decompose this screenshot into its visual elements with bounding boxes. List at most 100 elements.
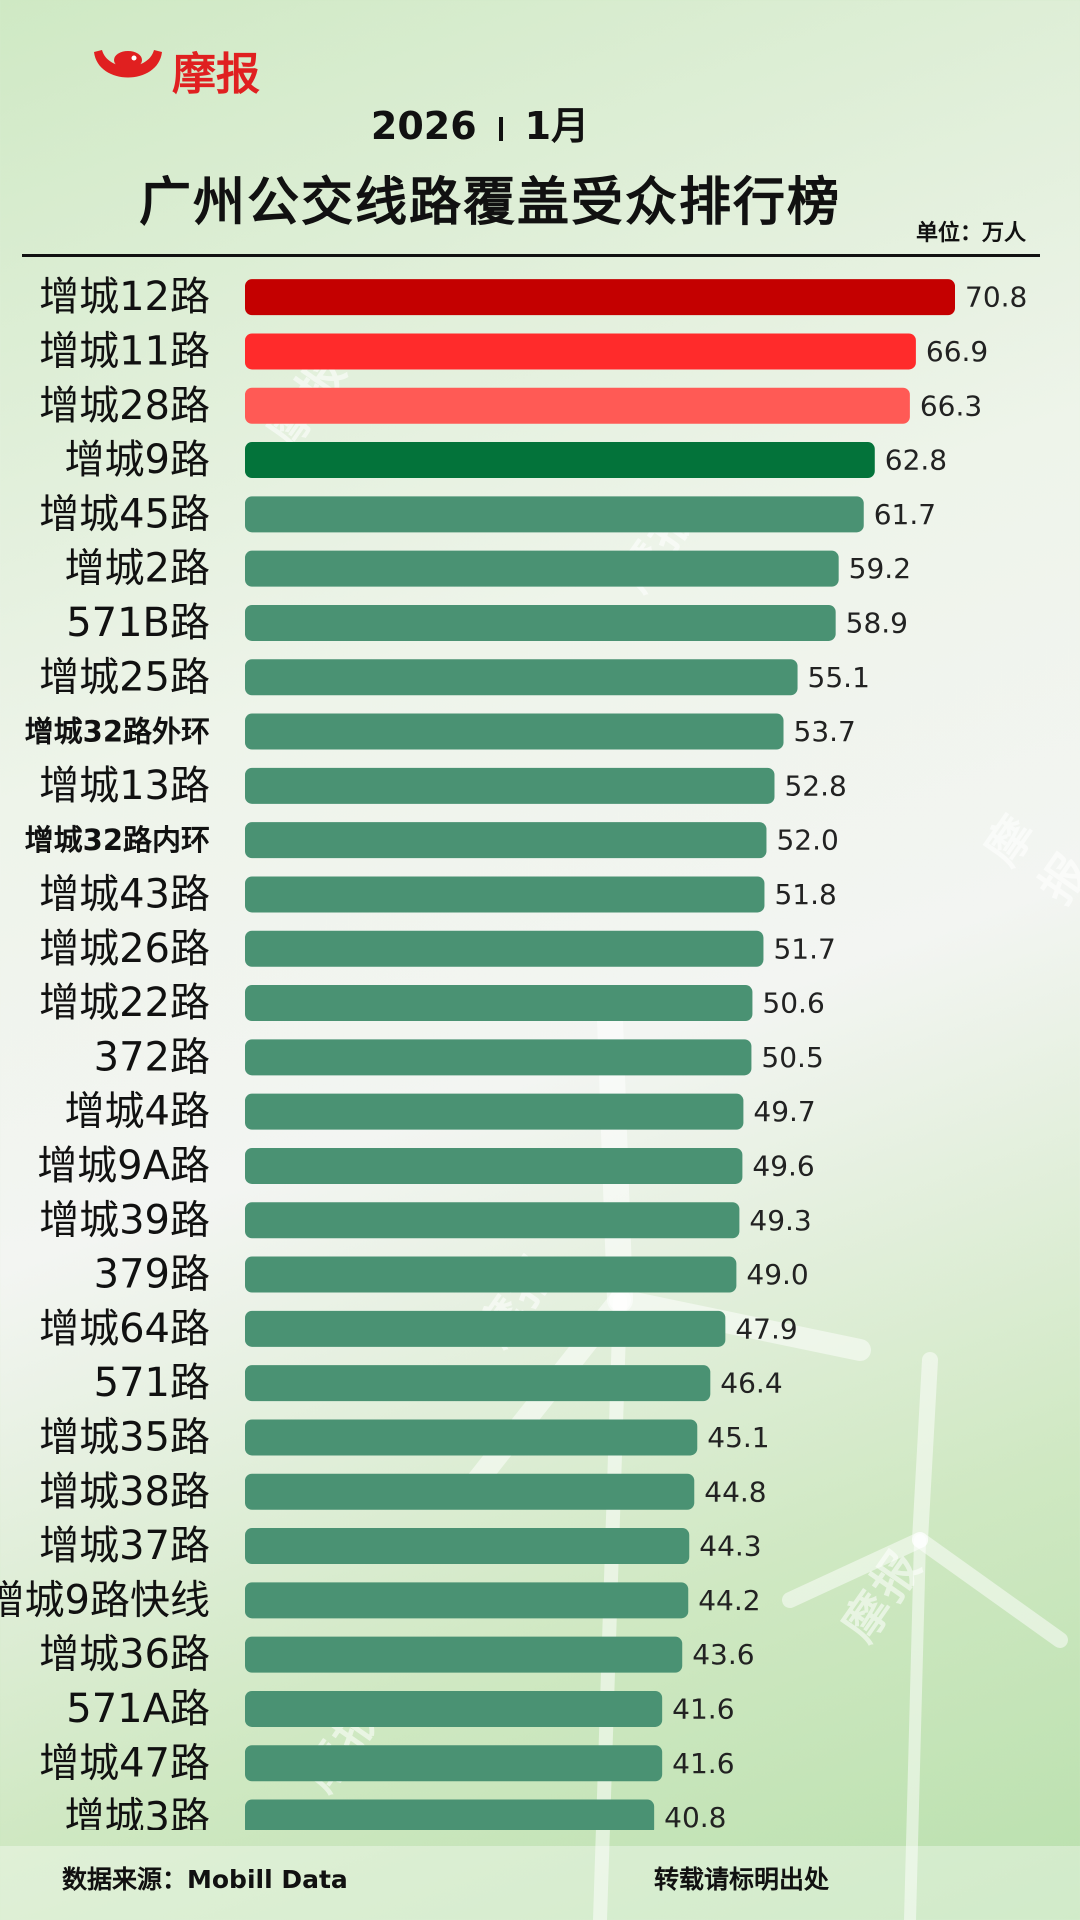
category-label: 增城32路外环 <box>25 715 210 749</box>
bar <box>245 1473 695 1510</box>
value-label: 62.8 <box>885 444 947 477</box>
category-label: 增城4路 <box>65 1089 210 1135</box>
brand-logo: 摩报 <box>88 38 260 102</box>
category-label: 增城45路 <box>39 491 210 537</box>
category-label: 增城2路 <box>65 546 210 592</box>
bar <box>245 1799 655 1830</box>
chart-title: 广州公交线路覆盖受众排行榜 <box>138 173 841 233</box>
value-label: 49.0 <box>746 1258 808 1291</box>
copyright-note: 转载请标明出处 <box>654 1865 830 1894</box>
category-label: 增城43路 <box>39 871 210 917</box>
date-line: 2026 1月 <box>0 95 1020 150</box>
category-label: 增城12路 <box>39 274 210 320</box>
bar <box>245 1419 698 1456</box>
category-label: 增城26路 <box>39 926 210 972</box>
title-divider <box>22 254 1040 257</box>
category-label: 增城47路 <box>39 1740 210 1786</box>
category-label: 增城35路 <box>39 1414 210 1460</box>
bar <box>245 930 764 967</box>
bar <box>245 1745 663 1782</box>
value-label: 55.1 <box>808 661 870 694</box>
value-label: 51.7 <box>773 932 835 965</box>
category-label: 增城39路 <box>39 1197 210 1243</box>
bar <box>245 659 798 696</box>
value-label: 41.6 <box>672 1747 734 1780</box>
bar <box>245 496 864 533</box>
value-label: 44.3 <box>699 1530 761 1563</box>
value-label: 45.1 <box>707 1421 769 1454</box>
category-label: 增城32路内环 <box>25 823 210 857</box>
bar <box>245 822 767 859</box>
bar <box>245 876 765 913</box>
value-label: 53.7 <box>794 715 856 748</box>
bar <box>245 1528 690 1565</box>
data-source: 数据来源：Mobill Data <box>62 1865 348 1894</box>
logo-text: 摩报 <box>172 49 260 100</box>
bar <box>245 1690 663 1727</box>
bar <box>245 333 916 370</box>
value-label: 50.5 <box>761 1041 823 1074</box>
category-label: 增城3路 <box>65 1795 210 1830</box>
bar <box>245 713 784 750</box>
value-label: 70.8 <box>965 281 1027 314</box>
bar <box>245 1093 744 1130</box>
value-label: 59.2 <box>849 552 911 585</box>
bar <box>245 604 836 641</box>
fish-logo-icon <box>94 50 162 78</box>
value-label: 50.6 <box>762 987 824 1020</box>
category-label: 571路 <box>94 1360 210 1406</box>
value-label: 49.6 <box>752 1149 814 1182</box>
category-label: 增城22路 <box>39 980 210 1026</box>
footer-band <box>0 1846 1080 1920</box>
bar <box>245 1365 711 1402</box>
unit-label: 单位：万人 <box>915 221 1026 246</box>
value-label: 52.0 <box>776 824 838 857</box>
bar <box>245 1202 740 1239</box>
value-label: 66.9 <box>926 335 988 368</box>
value-label: 52.8 <box>784 769 846 802</box>
category-label: 增城9路快线 <box>0 1577 210 1623</box>
category-label: 增城28路 <box>39 383 210 429</box>
value-label: 49.7 <box>753 1095 815 1128</box>
value-label: 66.3 <box>920 389 982 422</box>
category-label: 增城13路 <box>39 763 210 809</box>
value-label: 40.8 <box>664 1801 726 1830</box>
category-label: 增城38路 <box>39 1469 210 1515</box>
category-label: 增城37路 <box>39 1523 210 1569</box>
value-label: 58.9 <box>846 606 908 639</box>
category-label: 增城9A路 <box>37 1143 210 1189</box>
value-label: 46.4 <box>720 1367 782 1400</box>
bar <box>245 1039 752 1076</box>
separator <box>498 116 503 141</box>
category-label: 增城11路 <box>39 328 210 374</box>
bar <box>245 442 875 479</box>
bar <box>245 550 839 587</box>
category-label: 增城36路 <box>39 1632 210 1678</box>
category-label: 增城25路 <box>39 654 210 700</box>
value-label: 44.8 <box>704 1475 766 1508</box>
value-label: 51.8 <box>774 878 836 911</box>
category-label: 372路 <box>94 1034 210 1080</box>
bar <box>245 1310 726 1347</box>
value-label: 47.9 <box>735 1312 797 1345</box>
bar <box>245 1582 689 1619</box>
bar <box>245 279 955 316</box>
bar-chart: 增城12路 70.8 增城11路 66.9 增城28路 66.3 增城9路 62.8 增城45路… <box>0 274 1027 1830</box>
bar <box>245 1256 737 1293</box>
bar <box>245 1636 683 1673</box>
value-label: 43.6 <box>692 1638 754 1671</box>
bar <box>245 387 910 424</box>
category-label: 571B路 <box>66 600 210 646</box>
value-label: 61.7 <box>874 498 936 531</box>
category-label: 增城64路 <box>39 1306 210 1352</box>
bar <box>245 767 775 804</box>
category-label: 571A路 <box>66 1686 210 1732</box>
value-label: 49.3 <box>749 1204 811 1237</box>
bar <box>245 1147 743 1184</box>
month: 1月 <box>524 104 590 148</box>
bar <box>245 985 753 1022</box>
value-label: 41.6 <box>672 1692 734 1725</box>
category-label: 379路 <box>94 1252 210 1298</box>
value-label: 44.2 <box>698 1584 760 1617</box>
year: 2026 <box>370 104 477 148</box>
